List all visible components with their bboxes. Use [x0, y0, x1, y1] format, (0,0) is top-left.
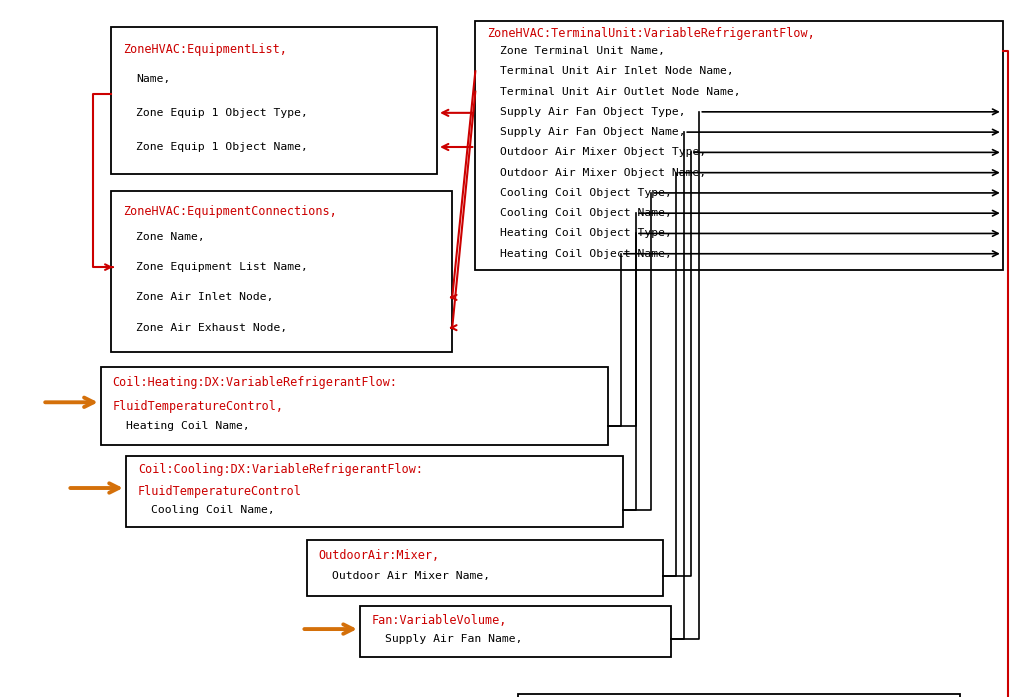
- Text: ZoneHVAC:EquipmentList,: ZoneHVAC:EquipmentList,: [123, 43, 287, 56]
- Text: Cooling Coil Object Name,: Cooling Coil Object Name,: [500, 208, 672, 218]
- Text: FluidTemperatureControl: FluidTemperatureControl: [137, 485, 301, 498]
- FancyBboxPatch shape: [111, 27, 438, 174]
- Text: Cooling Coil Object Type,: Cooling Coil Object Type,: [500, 188, 672, 198]
- Text: Fan:VariableVolume,: Fan:VariableVolume,: [372, 614, 507, 627]
- Text: Terminal Unit Air Inlet Node Name,: Terminal Unit Air Inlet Node Name,: [500, 66, 734, 76]
- Text: Zone Equip 1 Object Name,: Zone Equip 1 Object Name,: [135, 142, 308, 152]
- Text: Cooling Coil Name,: Cooling Coil Name,: [151, 505, 275, 515]
- Text: Coil:Heating:DX:VariableRefrigerantFlow:: Coil:Heating:DX:VariableRefrigerantFlow:: [113, 376, 398, 389]
- Text: ZoneHVAC:TerminalUnit:VariableRefrigerantFlow,: ZoneHVAC:TerminalUnit:VariableRefrigeran…: [488, 27, 815, 40]
- Text: Heating Coil Object Type,: Heating Coil Object Type,: [500, 229, 672, 238]
- Text: Coil:Cooling:DX:VariableRefrigerantFlow:: Coil:Cooling:DX:VariableRefrigerantFlow:: [137, 464, 423, 476]
- FancyBboxPatch shape: [306, 539, 663, 596]
- Text: OutdoorAir:Mixer,: OutdoorAir:Mixer,: [319, 549, 440, 562]
- Text: Heating Coil Object Name,: Heating Coil Object Name,: [500, 249, 672, 259]
- Text: Zone Terminal Unit Name,: Zone Terminal Unit Name,: [500, 46, 665, 56]
- FancyBboxPatch shape: [476, 21, 1002, 270]
- Text: ZoneHVAC:EquipmentConnections,: ZoneHVAC:EquipmentConnections,: [123, 205, 336, 217]
- Text: Supply Air Fan Object Name,: Supply Air Fan Object Name,: [500, 127, 686, 137]
- Text: Supply Air Fan Object Type,: Supply Air Fan Object Type,: [500, 107, 686, 117]
- FancyBboxPatch shape: [360, 606, 671, 657]
- FancyBboxPatch shape: [100, 367, 608, 445]
- Text: Outdoor Air Mixer Object Type,: Outdoor Air Mixer Object Type,: [500, 147, 706, 158]
- Text: Supply Air Fan Name,: Supply Air Fan Name,: [385, 634, 523, 645]
- Text: Heating Coil Name,: Heating Coil Name,: [126, 422, 249, 431]
- Text: Outdoor Air Mixer Name,: Outdoor Air Mixer Name,: [332, 572, 490, 581]
- Text: Zone Air Inlet Node,: Zone Air Inlet Node,: [135, 293, 274, 302]
- FancyBboxPatch shape: [111, 192, 452, 352]
- Text: FluidTemperatureControl,: FluidTemperatureControl,: [113, 399, 284, 413]
- Text: Zone Equipment List Name,: Zone Equipment List Name,: [135, 262, 308, 272]
- Text: Terminal Unit Air Outlet Node Name,: Terminal Unit Air Outlet Node Name,: [500, 86, 741, 97]
- Text: Zone Name,: Zone Name,: [135, 232, 205, 242]
- Text: Outdoor Air Mixer Object Name,: Outdoor Air Mixer Object Name,: [500, 168, 706, 178]
- Text: Zone Equip 1 Object Type,: Zone Equip 1 Object Type,: [135, 108, 308, 118]
- FancyBboxPatch shape: [518, 694, 959, 697]
- Text: Name,: Name,: [135, 74, 170, 84]
- FancyBboxPatch shape: [126, 456, 623, 528]
- Text: Zone Air Exhaust Node,: Zone Air Exhaust Node,: [135, 323, 287, 332]
